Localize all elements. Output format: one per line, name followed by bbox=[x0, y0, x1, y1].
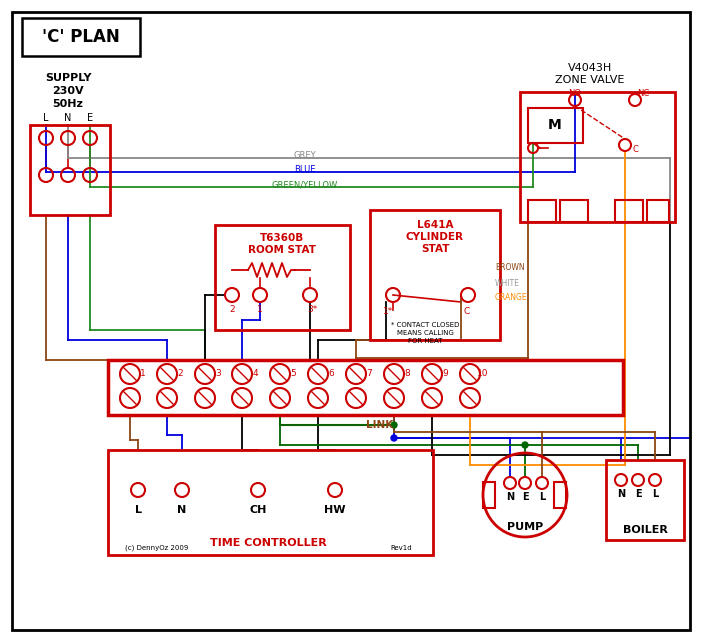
Text: 1*: 1* bbox=[383, 308, 393, 317]
Text: PUMP: PUMP bbox=[507, 522, 543, 532]
Bar bbox=[615, 200, 643, 222]
Text: 3*: 3* bbox=[307, 306, 317, 315]
Text: 230V: 230V bbox=[52, 86, 84, 96]
Text: 9: 9 bbox=[442, 369, 448, 378]
Text: FOR HEAT: FOR HEAT bbox=[408, 338, 442, 344]
Bar bbox=[528, 108, 583, 143]
Text: NO: NO bbox=[569, 88, 581, 97]
Text: 50Hz: 50Hz bbox=[53, 99, 84, 109]
Text: WHITE: WHITE bbox=[495, 278, 520, 288]
Text: L: L bbox=[135, 505, 142, 515]
Text: L: L bbox=[652, 489, 658, 499]
Text: * CONTACT CLOSED: * CONTACT CLOSED bbox=[391, 322, 459, 328]
Text: ORANGE: ORANGE bbox=[495, 294, 528, 303]
Circle shape bbox=[391, 435, 397, 441]
Text: SUPPLY: SUPPLY bbox=[45, 73, 91, 83]
Text: N: N bbox=[65, 113, 72, 123]
Text: N: N bbox=[617, 489, 625, 499]
Bar bbox=[30, 125, 110, 215]
Text: 6: 6 bbox=[328, 369, 334, 378]
Text: E: E bbox=[522, 492, 529, 502]
Text: TIME CONTROLLER: TIME CONTROLLER bbox=[210, 538, 326, 548]
Bar bbox=[108, 360, 623, 415]
Circle shape bbox=[522, 442, 528, 448]
Text: V4043H: V4043H bbox=[568, 63, 612, 73]
Text: M: M bbox=[548, 118, 562, 132]
Text: C: C bbox=[464, 308, 470, 317]
Text: (c) DennyOz 2009: (c) DennyOz 2009 bbox=[125, 545, 188, 551]
Text: 5: 5 bbox=[290, 369, 296, 378]
Text: NC: NC bbox=[637, 88, 649, 97]
Bar bbox=[647, 200, 669, 222]
Text: 8: 8 bbox=[404, 369, 410, 378]
Text: ROOM STAT: ROOM STAT bbox=[248, 245, 316, 255]
Text: BROWN: BROWN bbox=[495, 263, 524, 272]
Text: 2: 2 bbox=[229, 306, 234, 315]
Bar bbox=[554, 482, 566, 508]
Text: LINK: LINK bbox=[366, 420, 394, 430]
Text: 10: 10 bbox=[477, 369, 489, 378]
Text: C: C bbox=[632, 146, 638, 154]
Text: Rev1d: Rev1d bbox=[390, 545, 411, 551]
Text: 7: 7 bbox=[366, 369, 372, 378]
Text: GREEN/YELLOW: GREEN/YELLOW bbox=[272, 181, 338, 190]
Text: GREY: GREY bbox=[293, 151, 317, 160]
Text: ZONE VALVE: ZONE VALVE bbox=[555, 75, 625, 85]
Text: T6360B: T6360B bbox=[260, 233, 304, 243]
Bar bbox=[108, 450, 433, 555]
Text: N: N bbox=[506, 492, 514, 502]
Text: 1: 1 bbox=[140, 369, 146, 378]
Bar bbox=[370, 210, 500, 340]
Text: L: L bbox=[539, 492, 545, 502]
Text: CYLINDER: CYLINDER bbox=[406, 232, 464, 242]
Bar bbox=[483, 482, 495, 508]
Text: E: E bbox=[635, 489, 642, 499]
Bar bbox=[606, 460, 684, 540]
Bar bbox=[560, 200, 588, 222]
Text: BLUE: BLUE bbox=[294, 165, 316, 174]
Text: 4: 4 bbox=[252, 369, 258, 378]
Bar bbox=[22, 18, 140, 56]
Circle shape bbox=[391, 422, 397, 428]
Text: E: E bbox=[87, 113, 93, 123]
Text: N: N bbox=[178, 505, 187, 515]
Text: MEANS CALLING: MEANS CALLING bbox=[397, 330, 453, 336]
Text: 1: 1 bbox=[257, 306, 263, 315]
Text: L: L bbox=[44, 113, 48, 123]
Bar bbox=[215, 225, 350, 330]
Text: HW: HW bbox=[324, 505, 346, 515]
Bar bbox=[520, 92, 675, 222]
Text: BOILER: BOILER bbox=[623, 525, 668, 535]
Bar bbox=[528, 200, 556, 222]
Text: STAT: STAT bbox=[420, 244, 449, 254]
Text: 3: 3 bbox=[215, 369, 221, 378]
Text: 'C' PLAN: 'C' PLAN bbox=[42, 28, 120, 46]
Text: 2: 2 bbox=[177, 369, 183, 378]
Text: L641A: L641A bbox=[417, 220, 453, 230]
Text: CH: CH bbox=[249, 505, 267, 515]
